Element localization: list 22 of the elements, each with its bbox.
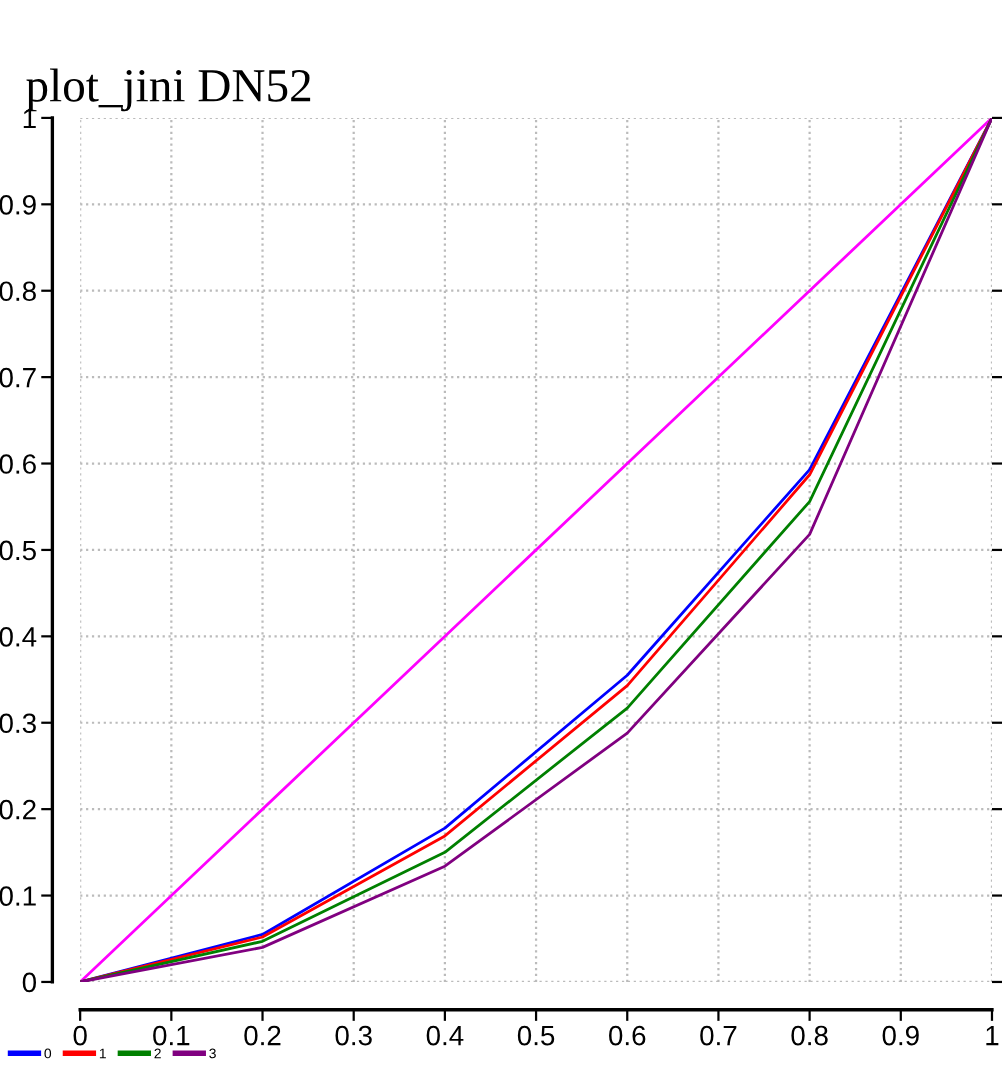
y-tick-label: 0.9	[0, 194, 36, 215]
x-tick-label: 0.7	[700, 1025, 737, 1046]
y-tick-label: 0.6	[0, 454, 36, 474]
x-tick-label: 0	[73, 1025, 87, 1046]
y-tick-label: 0.3	[0, 713, 36, 734]
x-tick-label: 0.1	[153, 1025, 190, 1046]
y-tick-label: 0.5	[0, 540, 36, 561]
x-tick-label: 0.8	[791, 1025, 828, 1046]
y-tick-label: 0.2	[0, 799, 36, 820]
x-tick-label: 0.6	[609, 1025, 646, 1046]
x-tick-label: 0.9	[882, 1025, 919, 1046]
x-tick-label: 0.2	[244, 1025, 281, 1046]
y-tick-label: 0	[22, 972, 37, 993]
y-tick-label: 0.4	[0, 627, 37, 647]
chart-title: plot_jini DN52	[26, 68, 311, 112]
y-tick-label: 0.8	[0, 281, 36, 302]
y-tick-label: 0.1	[0, 886, 36, 906]
x-tick-label: 0.5	[517, 1025, 555, 1046]
x-tick-label: 0.3	[335, 1025, 372, 1046]
y-tick-label: 0.7	[0, 367, 36, 388]
x-tick-label: 1	[986, 1026, 999, 1046]
x-tick-label: 0.4	[426, 1025, 464, 1046]
